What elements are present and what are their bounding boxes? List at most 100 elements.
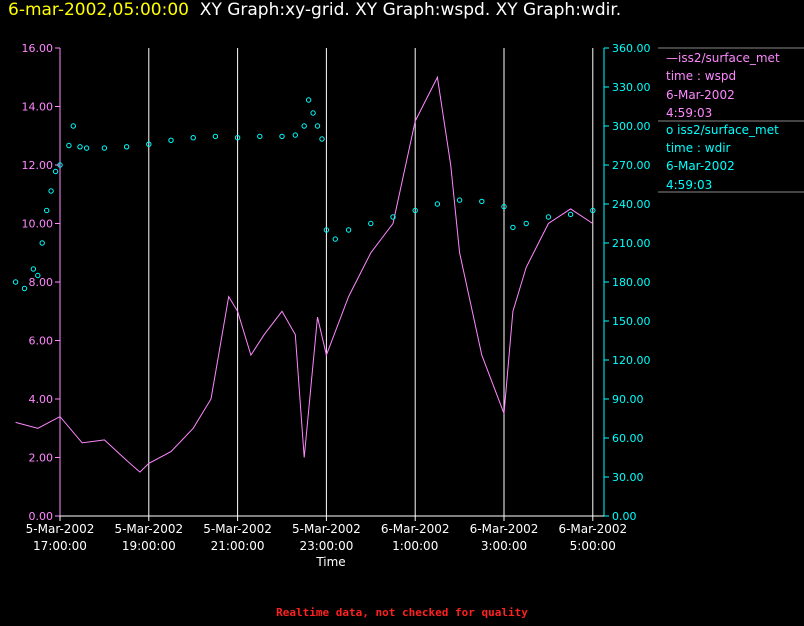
left-tick-label: 0.00 (29, 510, 54, 523)
right-tick-label: 300.00 (612, 120, 651, 133)
legend-source: o iss2/surface_met (666, 123, 779, 137)
x-tick-date: 5-Mar-2002 (26, 522, 95, 536)
wdir-point (301, 123, 307, 129)
left-tick-label: 10.00 (22, 218, 54, 231)
legend-source: —iss2/surface_met (666, 51, 780, 65)
chart-title: 6-mar-2002,05:00:00 XY Graph:xy-grid. XY… (8, 0, 621, 20)
wdir-series-points (12, 97, 596, 292)
wdir-point (314, 123, 321, 129)
legend-date: 6-Mar-2002 (666, 159, 735, 173)
wdir-point (12, 279, 19, 285)
x-tick-time: 19:00:00 (122, 539, 176, 553)
wdir-point (279, 133, 285, 140)
x-tick-date: 5-Mar-2002 (203, 522, 272, 536)
x-tick-time: 5:00:00 (570, 539, 616, 553)
wdir-point (345, 227, 352, 233)
x-tick-date: 5-Mar-2002 (114, 522, 183, 536)
right-tick-label: 330.00 (612, 81, 651, 94)
left-tick-label: 8.00 (29, 276, 54, 289)
left-tick-label: 16.00 (22, 42, 54, 55)
wdir-point (501, 203, 507, 210)
wdir-point (39, 240, 45, 246)
left-tick-label: 4.00 (29, 393, 54, 406)
x-tick-date: 6-Mar-2002 (558, 522, 627, 536)
wdir-point (83, 145, 90, 151)
wdir-point (510, 224, 516, 231)
legend-var: time : wspd (666, 69, 736, 83)
x-tick-date: 6-Mar-2002 (470, 522, 539, 536)
legend-time: 4:59:03 (666, 106, 712, 120)
x-axis: 5-Mar-2002 17:00:00 5-Mar-2002 19:00:00 5-Ma… (26, 515, 627, 553)
right-tick-label: 270.00 (612, 159, 651, 172)
x-tick-time: 17:00:00 (33, 539, 87, 553)
right-tick-label: 30.00 (612, 471, 644, 484)
left-tick-label: 2.00 (29, 452, 54, 465)
grid (59, 48, 594, 516)
left-tick-label: 6.00 (29, 335, 54, 348)
wspd-series-line (15, 75, 594, 473)
wdir-point (212, 133, 219, 140)
wspd-line (15, 75, 594, 473)
right-tick-label: 90.00 (612, 393, 644, 406)
x-tick-time: 21:00:00 (211, 539, 265, 553)
wdir-point (101, 145, 108, 151)
wdir-point (77, 144, 83, 150)
right-tick-label: 210.00 (612, 237, 651, 250)
wdir-point (368, 220, 374, 227)
wdir-point (567, 211, 574, 218)
right-tick-label: 150.00 (612, 315, 651, 328)
wdir-point (234, 135, 241, 141)
wdir-point (66, 142, 72, 149)
wdir-point (456, 197, 463, 203)
right-tick-label: 60.00 (612, 432, 644, 445)
wdir-point (48, 188, 54, 194)
wdir-point (523, 220, 529, 227)
wdir-point (21, 285, 28, 292)
x-tick-time: 23:00:00 (299, 539, 353, 553)
x-tick-date: 6-Mar-2002 (381, 522, 450, 536)
quality-note: Realtime data, not checked for quality (276, 606, 528, 619)
x-tick-date: 5-Mar-2002 (292, 522, 361, 536)
right-tick-label: 180.00 (612, 276, 651, 289)
wdir-point (323, 227, 330, 233)
x-axis-label: Time (315, 555, 345, 569)
wdir-point (590, 207, 596, 214)
wdir-point (190, 135, 196, 141)
left-axis: 0.00 2.00 4.00 6.00 8.00 10.00 12.00 14.00 16.00 (22, 42, 61, 523)
wdir-point (310, 110, 316, 116)
right-tick-label: 120.00 (612, 354, 651, 367)
wdir-point (57, 162, 63, 168)
wdir-point (412, 207, 418, 214)
wdir-point (319, 136, 325, 142)
title-datetime: 6-mar-2002,05:00:00 (8, 0, 189, 20)
wdir-point (168, 137, 174, 144)
right-tick-label: 240.00 (612, 198, 651, 211)
left-tick-label: 14.00 (22, 101, 54, 114)
wdir-point (70, 123, 77, 129)
wdir-point (332, 236, 338, 242)
legend-time: 4:59:03 (666, 178, 712, 192)
wdir-point (30, 266, 37, 272)
title-graphs: XY Graph:xy-grid. XY Graph:wspd. XY Grap… (199, 0, 622, 20)
legend-date: 6-Mar-2002 (666, 88, 735, 102)
wdir-point (52, 168, 59, 175)
wdir-point (390, 214, 396, 220)
wdir-point (305, 97, 312, 103)
wdir-point (545, 214, 552, 220)
right-axis: 0.00 30.00 60.00 90.00 120.00 150.00 180.00 210… (603, 42, 651, 523)
wdir-point (146, 141, 152, 147)
wdir-point (35, 272, 41, 279)
wdir-point (44, 207, 50, 214)
wdir-point (123, 144, 130, 150)
right-tick-label: 0.00 (612, 510, 637, 523)
x-tick-time: 1:00:00 (392, 539, 438, 553)
wdir-point (257, 133, 263, 140)
legend-var: time : wdir (666, 141, 731, 155)
wdir-point (292, 132, 298, 138)
wdir-point (479, 198, 485, 205)
x-tick-time: 3:00:00 (481, 539, 527, 553)
right-tick-label: 360.00 (612, 42, 651, 55)
xy-chart: 0.00 2.00 4.00 6.00 8.00 10.00 12.00 14.00 16.00… (12, 42, 804, 569)
wdir-point (434, 201, 441, 207)
